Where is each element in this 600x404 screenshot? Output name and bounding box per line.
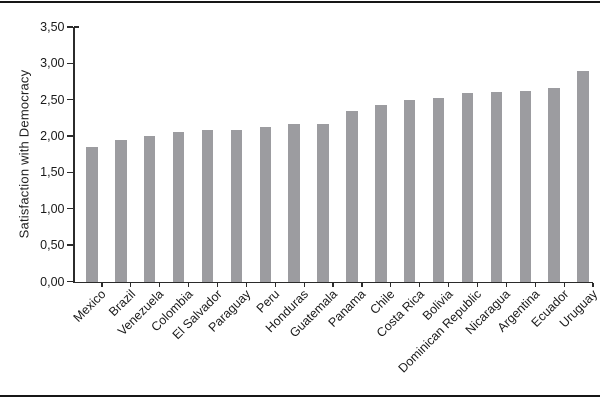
bar: [201, 130, 214, 284]
bottom-rule: [0, 394, 600, 397]
x-axis: [73, 281, 593, 283]
bar: [461, 93, 474, 284]
bar: [115, 140, 127, 284]
bar: [375, 104, 387, 284]
x-axis-tick: [274, 282, 276, 287]
bar: [230, 129, 243, 284]
x-axis-tick: [534, 282, 536, 287]
x-axis-tick: [303, 282, 305, 287]
y-tick-label: 0,00: [40, 274, 65, 289]
y-axis-tick: [66, 280, 73, 283]
x-axis-tick: [390, 282, 392, 287]
x-axis-tick: [505, 282, 508, 287]
bar: [577, 71, 589, 284]
x-axis-tick: [245, 282, 248, 287]
bar: [259, 126, 272, 284]
top-rule: [0, 0, 600, 3]
y-axis: [73, 27, 75, 283]
y-tick-label: 1,00: [40, 201, 65, 216]
x-axis-tick: [592, 282, 594, 287]
x-axis-tick: [361, 282, 363, 287]
y-tick-label: 0,50: [40, 238, 65, 253]
x-axis-tick: [216, 282, 219, 287]
x-axis-tick: [419, 282, 421, 287]
x-axis-tick: [447, 282, 450, 287]
y-tick-label: 2,50: [40, 92, 65, 107]
y-axis-tick: [66, 26, 73, 28]
bar: [172, 131, 185, 284]
x-axis-tick: [563, 282, 565, 287]
x-axis-tick: [130, 282, 132, 287]
y-tick-label: 2,00: [40, 129, 65, 144]
y-tick-label: 3,50: [40, 20, 65, 34]
y-axis-tick: [66, 135, 73, 137]
bar: [548, 88, 560, 284]
bar: [403, 100, 416, 284]
x-axis-tick: [332, 282, 334, 287]
x-axis-tick: [159, 282, 161, 287]
axis-top-cap: [74, 26, 79, 28]
bar: [317, 124, 329, 284]
y-tick-label: 3,00: [40, 56, 65, 71]
y-tick-label: 1,50: [40, 165, 65, 180]
y-axis-tick: [66, 171, 73, 174]
y-axis-tick: [66, 99, 73, 101]
y-axis-tick: [66, 208, 73, 210]
x-axis-tick: [187, 282, 190, 287]
bar: [288, 124, 300, 284]
bar: [519, 90, 532, 284]
bar: [432, 97, 445, 284]
y-axis-tick: [66, 244, 73, 246]
bar: [143, 136, 156, 284]
y-axis-tick: [66, 62, 73, 65]
x-axis-tick: [476, 282, 479, 287]
bar: [346, 111, 358, 284]
bar: [490, 91, 503, 284]
bar: [86, 146, 98, 284]
x-axis-tick: [101, 282, 103, 287]
x-tick-label: Mexico: [70, 287, 109, 325]
